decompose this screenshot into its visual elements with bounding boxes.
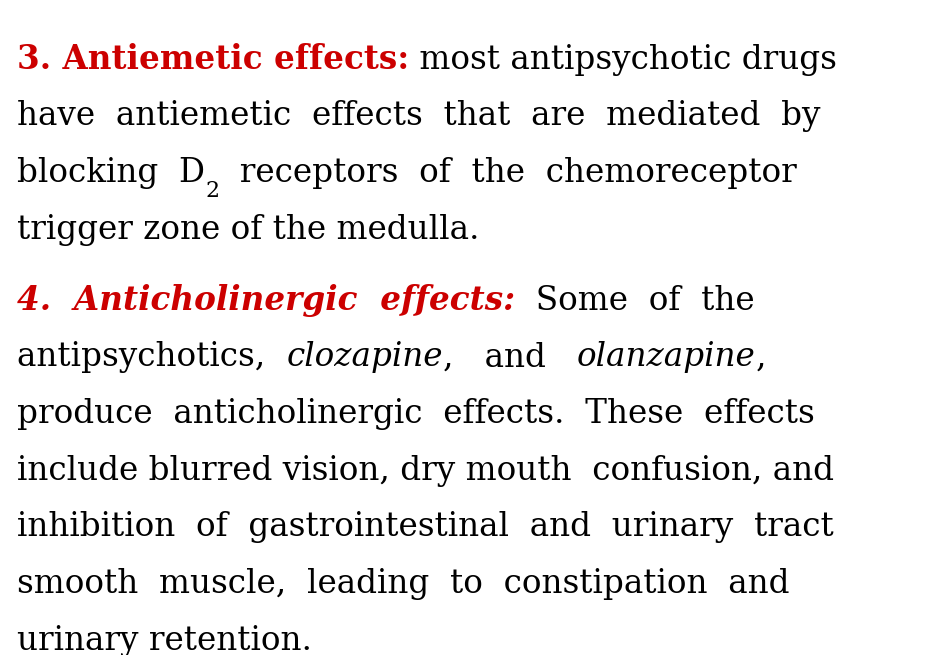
Text: 3. Antiemetic effects:: 3. Antiemetic effects:: [17, 43, 409, 76]
Text: antipsychotics,: antipsychotics,: [17, 341, 286, 373]
Text: clozapine: clozapine: [286, 341, 442, 373]
Text: inhibition  of  gastrointestinal  and  urinary  tract: inhibition of gastrointestinal and urina…: [17, 511, 833, 543]
Text: urinary retention.: urinary retention.: [17, 624, 311, 655]
Text: receptors  of  the  chemoreceptor: receptors of the chemoreceptor: [219, 157, 796, 189]
Text: most antipsychotic drugs: most antipsychotic drugs: [409, 44, 837, 76]
Text: include blurred vision, dry mouth  confusion, and: include blurred vision, dry mouth confus…: [17, 455, 833, 487]
Text: ,   and: , and: [442, 341, 576, 373]
Text: produce  anticholinergic  effects.  These  effects: produce anticholinergic effects. These e…: [17, 398, 814, 430]
Text: smooth  muscle,  leading  to  constipation  and: smooth muscle, leading to constipation a…: [17, 568, 789, 600]
Text: trigger zone of the medulla.: trigger zone of the medulla.: [17, 214, 479, 246]
Text: Some  of  the: Some of the: [515, 284, 754, 316]
Text: 2: 2: [205, 179, 219, 202]
Text: 4.  Anticholinergic  effects:: 4. Anticholinergic effects:: [17, 284, 515, 316]
Text: olanzapine: olanzapine: [576, 341, 755, 373]
Text: have  antiemetic  effects  that  are  mediated  by: have antiemetic effects that are mediate…: [17, 100, 820, 132]
Text: blocking  D: blocking D: [17, 157, 205, 189]
Text: ,: ,: [755, 341, 765, 373]
